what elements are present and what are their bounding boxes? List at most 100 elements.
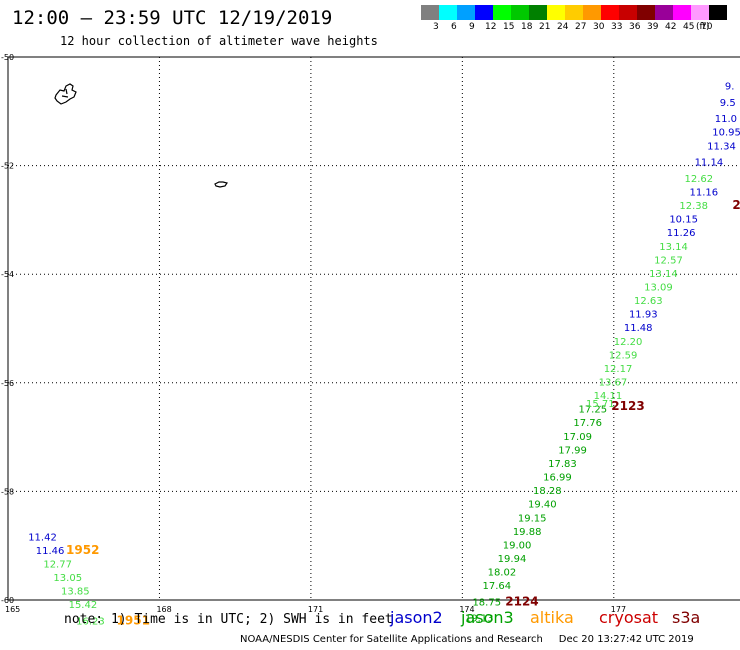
chart-subtitle: 12 hour collection of altimeter wave hei… — [60, 34, 378, 48]
wave-height-value: 17.25 — [578, 405, 607, 416]
wave-height-value: 12.17 — [604, 364, 633, 375]
legend-swatch — [529, 5, 547, 20]
lon-tick-label: 177 — [611, 605, 626, 614]
wave-height-value: 9.5 — [720, 98, 736, 109]
legend-label: 12 — [485, 22, 497, 32]
wave-height-value: 12.20 — [614, 337, 643, 348]
wave-height-value: 19.40 — [528, 500, 557, 511]
legend-label: 33 — [611, 22, 623, 32]
satellite-label-cryosat: cryosat — [599, 608, 659, 627]
legend-label: 3 — [433, 22, 439, 32]
legend-swatch — [601, 5, 619, 20]
footer-credit: NOAA/NESDIS Center for Satellite Applica… — [240, 634, 694, 645]
wave-height-value: 13.05 — [53, 573, 82, 584]
legend-label: 27 — [575, 22, 587, 32]
wave-height-value: 10.15 — [669, 215, 698, 226]
wave-height-value: 11.93 — [629, 310, 658, 321]
credit-text: NOAA/NESDIS Center for Satellite Applica… — [240, 634, 543, 645]
wave-height-value: 17.76 — [573, 418, 602, 429]
pass-number-label: 1952 — [66, 543, 99, 557]
satellite-label-s3a: s3a — [672, 608, 701, 627]
legend-swatch — [673, 5, 691, 20]
legend-swatch — [619, 5, 637, 20]
wave-height-value: 11.48 — [624, 323, 653, 334]
color-scale-legend — [421, 5, 727, 20]
wave-height-value: 11.0 — [715, 114, 737, 125]
wave-height-value: 14.11 — [594, 391, 623, 402]
legend-swatch — [475, 5, 493, 20]
lat-tick-label: -58 — [1, 487, 14, 496]
wave-height-value: 11.16 — [690, 187, 719, 198]
wave-height-value: 12.38 — [679, 201, 708, 212]
legend-label: 21 — [539, 22, 551, 32]
island-outlines — [54, 83, 228, 188]
wave-height-value: 17.64 — [483, 581, 512, 592]
lat-tick-label: -54 — [1, 270, 14, 279]
wave-height-value: 12.57 — [654, 255, 683, 266]
legend-swatch — [547, 5, 565, 20]
legend-label: 18 — [521, 22, 533, 32]
satellite-label-jason2: jason2 — [390, 608, 443, 627]
pass-number-label: 2124 — [505, 594, 538, 608]
wave-height-value: 19.13 — [465, 614, 494, 625]
wave-height-value: 19.15 — [518, 513, 547, 524]
legend-label: 15 — [503, 22, 515, 32]
island-outline-small — [214, 181, 228, 188]
wave-height-value: 11.42 — [28, 532, 57, 543]
wave-height-value: 17.09 — [563, 432, 592, 443]
legend-unit: (ft) — [696, 22, 710, 32]
pass-labels: 2123 2124 212 1952 1951 — [66, 198, 740, 627]
legend-swatch — [583, 5, 601, 20]
pass-number-label: 1951 — [117, 613, 150, 627]
legend-label: 42 — [665, 22, 677, 32]
satellite-label-altika: altika — [530, 608, 574, 627]
legend-swatch — [691, 5, 709, 20]
timestamp-text: Dec 20 13:27:42 UTC 2019 — [558, 634, 694, 645]
wave-height-value: 18.28 — [533, 486, 562, 497]
wave-height-value: 17.99 — [558, 445, 587, 456]
legend-label: 45 — [683, 22, 695, 32]
chart-title: 12:00 – 23:59 UTC 12/19/2019 — [12, 7, 333, 29]
island-outline-large — [54, 83, 77, 105]
legend-swatch — [511, 5, 529, 20]
wave-height-value: 18.02 — [488, 568, 517, 579]
legend-swatch — [655, 5, 673, 20]
legend-swatch — [565, 5, 583, 20]
wave-height-value: 15.42 — [69, 600, 98, 611]
wave-height-value: 10.95 — [712, 128, 740, 139]
wave-height-value: 13.14 — [649, 269, 678, 280]
legend-label: 9 — [469, 22, 475, 32]
legend-label: 6 — [451, 22, 457, 32]
wave-height-value: 17.83 — [548, 459, 577, 470]
wave-height-value: 13.85 — [61, 587, 90, 598]
legend-label: 36 — [629, 22, 641, 32]
lon-tick-label: 171 — [308, 605, 323, 614]
wave-height-value: 13.09 — [644, 282, 673, 293]
lat-tick-label: -60 — [1, 596, 14, 605]
legend-swatch — [493, 5, 511, 20]
legend-swatch — [421, 5, 439, 20]
lon-tick-label: 168 — [156, 605, 171, 614]
wave-height-value: 13.14 — [659, 242, 688, 253]
axes: 165 168 171 174 177 -50 -52 -54 -56 -58 -60 — [1, 53, 740, 614]
lon-tick-label: 165 — [5, 605, 20, 614]
legend-swatch — [439, 5, 457, 20]
color-scale-labels: 3 6 9 12 15 18 21 24 27 30 33 36 39 42 45 70 (ft) — [421, 22, 740, 34]
wave-height-values: 9. 9.5 11.0 10.95 11.34 11.14 11.16 10.15 11.26 1… — [28, 82, 740, 628]
legend-swatch — [457, 5, 475, 20]
wave-height-value: 19.88 — [513, 527, 542, 538]
wave-height-value: 13.67 — [599, 378, 628, 389]
pass-number-label: 212 — [732, 198, 740, 212]
wave-height-value: 12.63 — [634, 296, 663, 307]
wave-height-value: 12.62 — [684, 174, 713, 185]
wave-height-value: 16.99 — [543, 473, 572, 484]
legend-label: 70 — [701, 22, 713, 32]
wave-height-value: 11.26 — [667, 228, 696, 239]
lat-tick-label: -52 — [1, 162, 14, 171]
wave-height-value: 19.94 — [498, 554, 527, 565]
wave-height-value: 12.77 — [43, 559, 72, 570]
grid-lines — [8, 57, 740, 600]
lat-tick-label: -50 — [1, 53, 14, 62]
wave-height-value: 12.59 — [609, 350, 638, 361]
